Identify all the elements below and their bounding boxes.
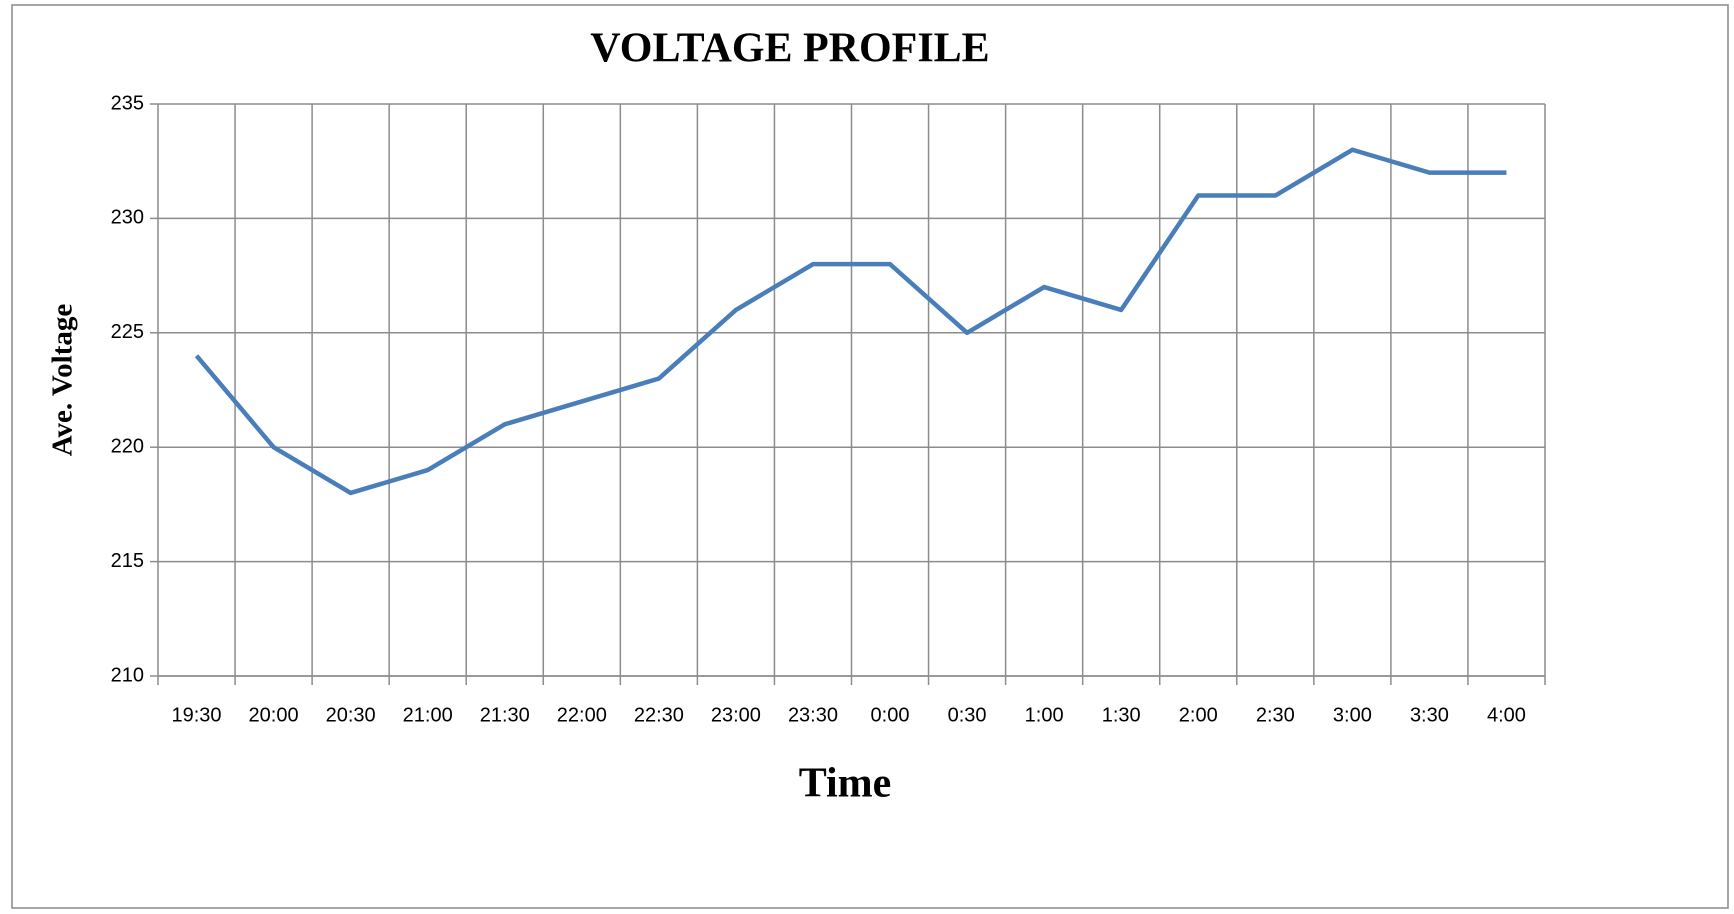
x-tick-label: 20:00 (249, 704, 299, 726)
y-tick-label: 235 (111, 92, 144, 114)
y-tick-label: 215 (111, 550, 144, 572)
x-tick-label: 1:00 (1025, 704, 1064, 726)
x-tick-label: 22:00 (557, 704, 607, 726)
x-tick-label: 20:30 (326, 704, 376, 726)
chart-title: VOLTAGE PROFILE (590, 26, 989, 72)
y-tick-label: 230 (111, 207, 144, 229)
y-axis-label: Ave. Voltage (47, 304, 79, 457)
x-tick-label: 21:00 (403, 704, 453, 726)
x-tick-label: 3:30 (1410, 704, 1449, 726)
x-tick-label: 2:30 (1256, 704, 1295, 726)
y-tick-label: 210 (111, 664, 144, 686)
x-tick-label: 3:00 (1333, 704, 1372, 726)
x-tick-label: 1:30 (1102, 704, 1141, 726)
x-tick-label: 0:30 (948, 704, 987, 726)
y-tick-label: 220 (111, 435, 144, 457)
data-line (194, 147, 1507, 496)
x-tick-label: 19:30 (171, 704, 221, 726)
chart-border (11, 4, 1729, 909)
x-tick-label: 23:30 (788, 704, 838, 726)
x-tick-label: 0:00 (871, 704, 910, 726)
x-tick-label: 2:00 (1179, 704, 1218, 726)
x-tick-label: 21:30 (480, 704, 530, 726)
x-tick-label: 22:30 (634, 704, 684, 726)
y-tick-label: 225 (111, 321, 144, 343)
x-axis-label: Time (799, 761, 892, 807)
x-tick-label: 23:00 (711, 704, 761, 726)
x-tick-label: 4:00 (1487, 704, 1526, 726)
